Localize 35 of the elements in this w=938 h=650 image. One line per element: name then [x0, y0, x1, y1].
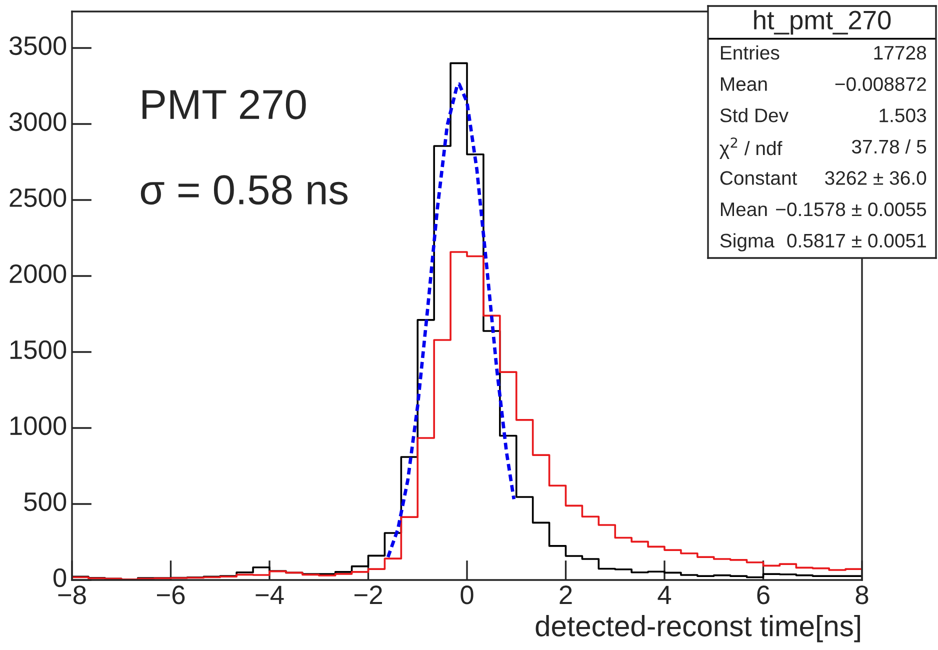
- y-tick-label: 1500: [10, 340, 66, 360]
- x-tick-label: 4: [658, 586, 672, 604]
- annotation: Constant: [720, 171, 798, 185]
- y-tick-label: 2000: [10, 264, 66, 284]
- annotation: Sigma: [720, 233, 775, 252]
- x-tick-label: −6: [157, 586, 185, 604]
- x-tick-label: −4: [256, 586, 284, 604]
- y-tick-label: 3500: [9, 36, 66, 56]
- annotation: PMT 270: [142, 90, 306, 120]
- annotation: 0.5817 ± 0.0051: [787, 234, 926, 248]
- annotation: Mean: [720, 77, 767, 91]
- y-tick-label: 0: [53, 568, 66, 588]
- annotation: 37.78 / 5: [852, 139, 926, 154]
- text: 1.503: [880, 108, 926, 122]
- y-tick-label: 2500: [10, 188, 66, 208]
- x-tick-label: 2: [560, 586, 572, 604]
- annotation: σ = 0.58 ns: [140, 175, 348, 205]
- annotation: Mean: [720, 202, 767, 216]
- x-axis-title: detected-reconst time[ns]: [536, 615, 860, 642]
- x-tick-label: −2: [354, 586, 382, 604]
- x-tick-label: 6: [757, 586, 770, 604]
- text: ht_pmt_270: [754, 10, 891, 35]
- annotation: 3262 ± 36.0: [825, 171, 926, 185]
- x-tick-label: 8: [856, 586, 868, 604]
- annotation: Std Dev: [720, 108, 788, 122]
- y-tick-label: 1000: [10, 416, 66, 436]
- y-tick-label: 3000: [9, 112, 66, 132]
- x-tick-label: 0: [460, 586, 474, 604]
- annotation: −0.1578 ± 0.0055: [776, 202, 926, 216]
- x-tick-label: −8: [58, 586, 86, 604]
- annotation: Entries: [720, 45, 780, 60]
- y-tick-label: 500: [24, 492, 66, 512]
- text: 17728: [874, 46, 926, 60]
- annotation: χ$^{2}$ / ndf: [720, 137, 782, 160]
- annotation: −0.008872: [835, 77, 926, 91]
